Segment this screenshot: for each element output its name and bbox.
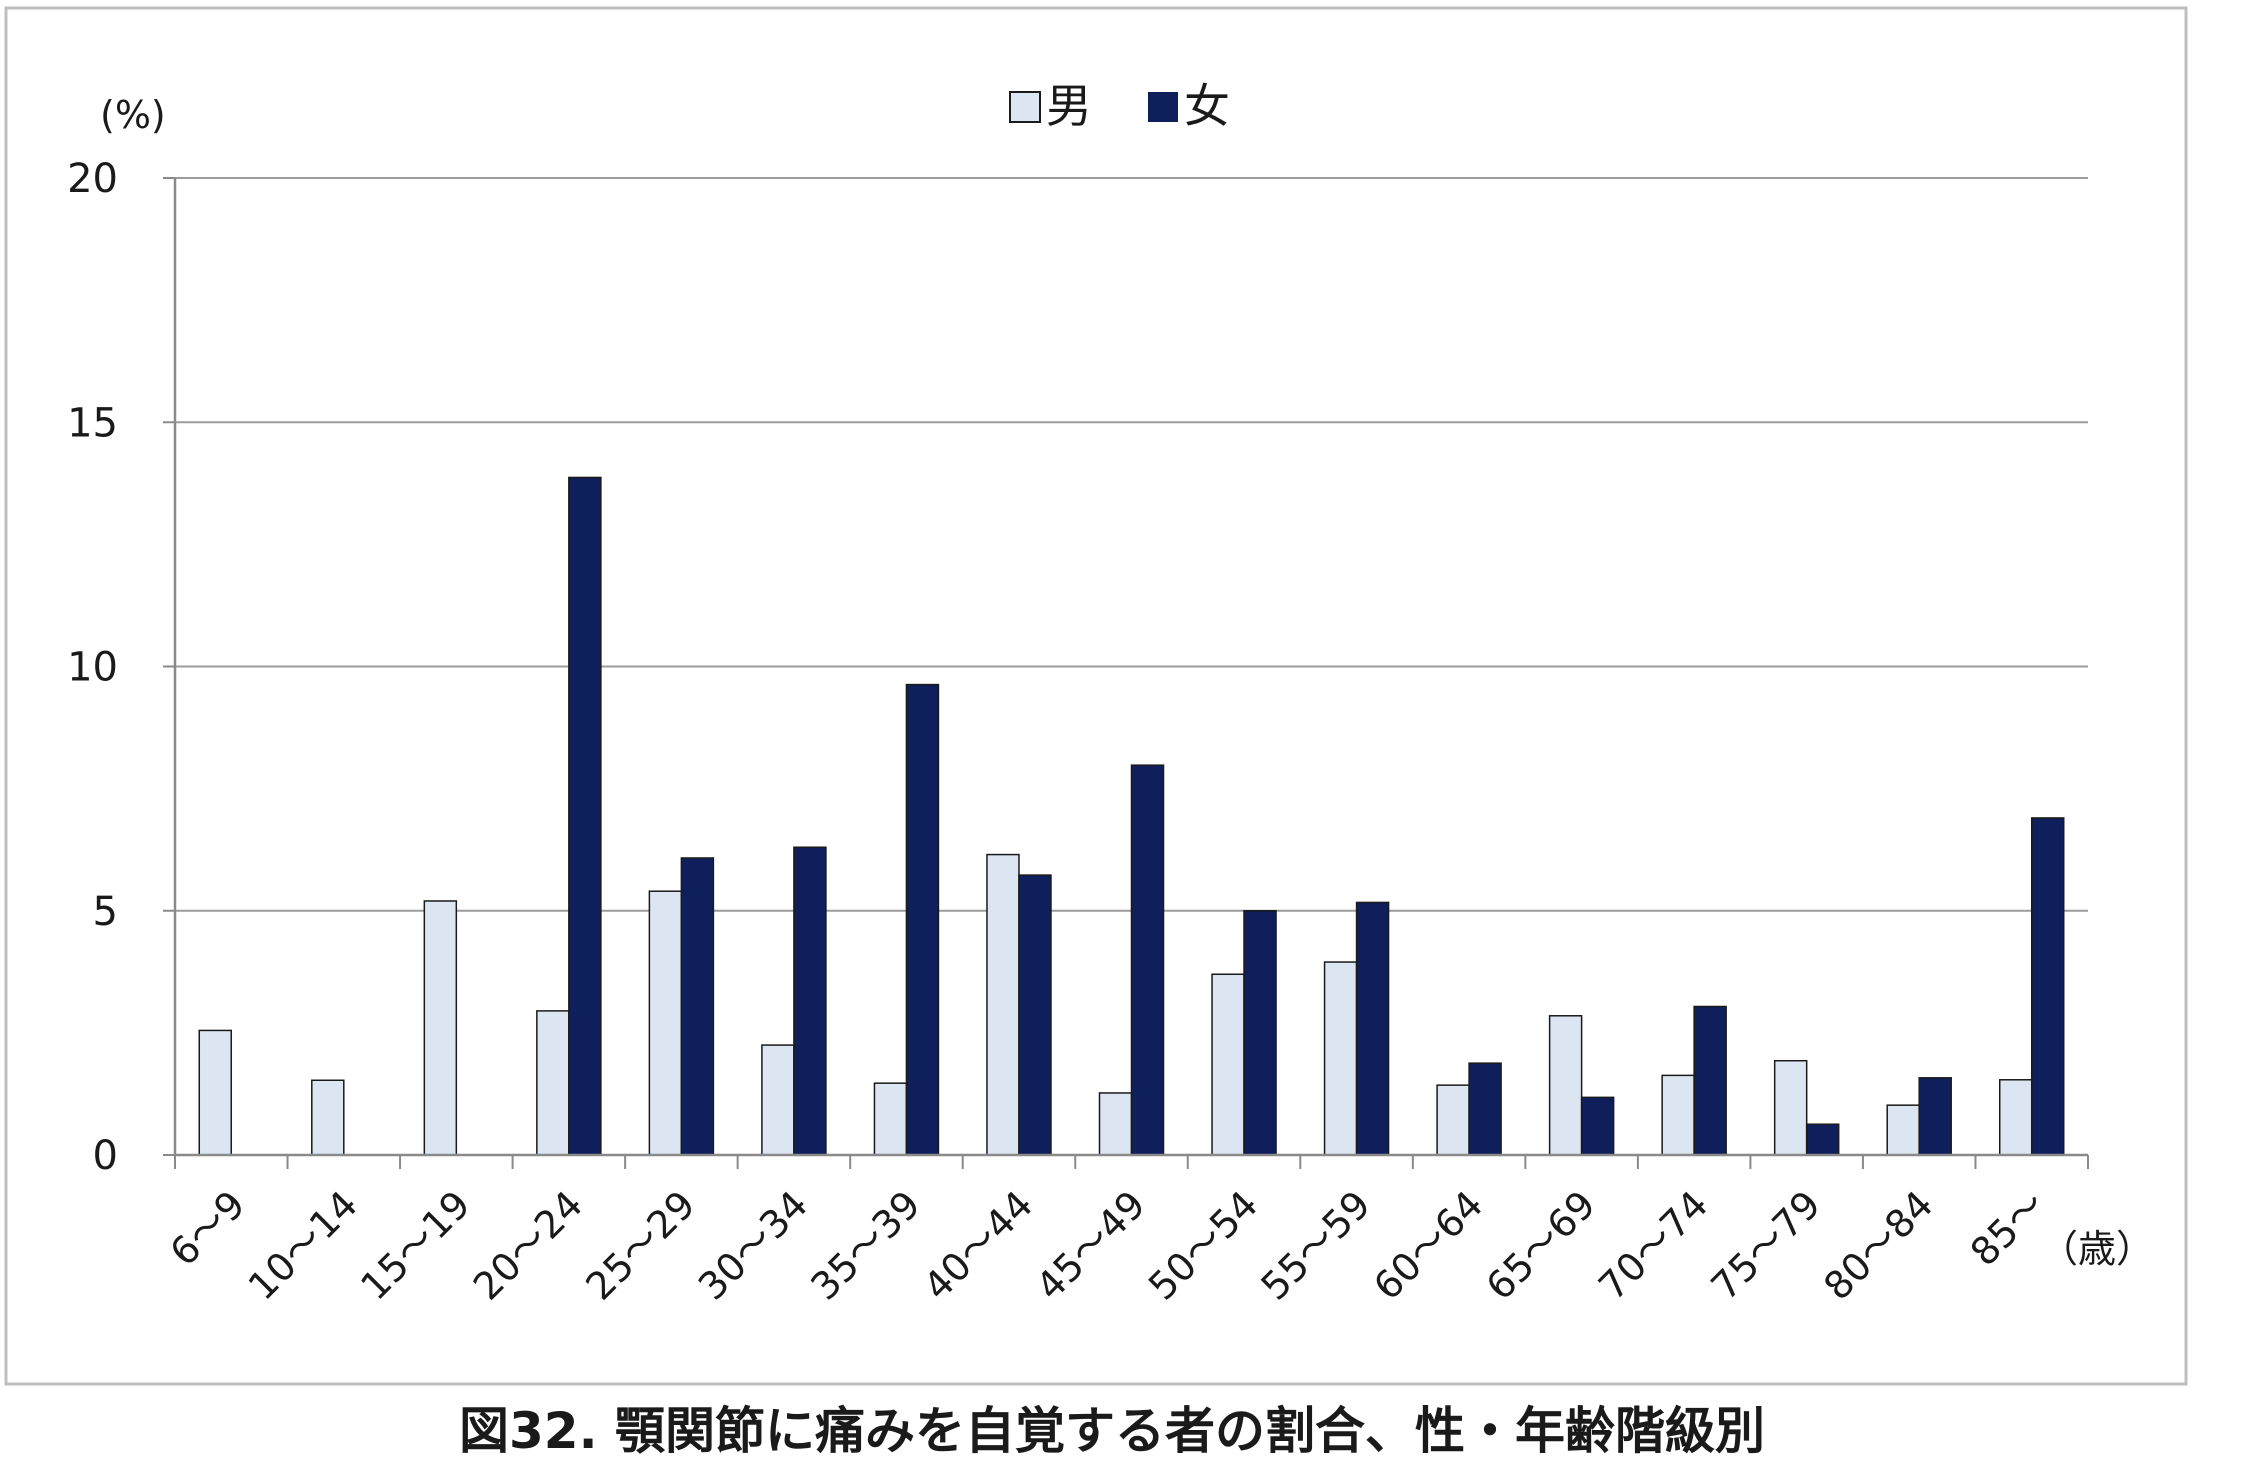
bar-male-11 (1436, 1084, 1470, 1156)
figure-caption: 図32. 顎関節に痛みを自覚する者の割合、性・年齢階級別 (459, 1402, 1765, 1460)
bar-female-5 (793, 846, 827, 1156)
bar-male-12 (1548, 1015, 1583, 1156)
y-tick-labels: 0 5 10 15 20 (67, 156, 118, 1179)
bar-female-12 (1580, 1096, 1615, 1156)
bar-female-7 (1018, 874, 1052, 1156)
y-tick-label: 10 (67, 645, 118, 691)
bar-male-1 (311, 1079, 345, 1156)
bar-female-9 (1243, 910, 1277, 1156)
y-axis-unit-label: (%) (100, 93, 166, 137)
bar-female-11 (1468, 1062, 1502, 1156)
bar-male-8 (1098, 1092, 1133, 1156)
bar-male-2 (423, 900, 458, 1156)
bar-female-10 (1355, 901, 1390, 1156)
bar-female-3 (568, 476, 602, 1156)
bar-female-13 (1693, 1005, 1727, 1156)
bar-male-15 (1886, 1104, 1920, 1156)
bar-male-16 (1998, 1079, 2033, 1156)
bar-female-16 (2030, 817, 2065, 1156)
chart-frame (4, 6, 2188, 1386)
legend-swatch-female (1148, 92, 1178, 122)
x-axis-unit-label: （歳） (2040, 1227, 2154, 1271)
bar-male-9 (1211, 973, 1245, 1156)
bar-male-13 (1661, 1074, 1695, 1156)
legend-label-female: 女 (1184, 79, 1230, 133)
bar-male-5 (761, 1044, 795, 1156)
y-tick-label: 15 (67, 400, 118, 446)
bar-female-8 (1130, 764, 1165, 1156)
y-tick-label: 0 (93, 1133, 118, 1179)
bar-female-6 (905, 683, 940, 1156)
bar-male-4 (648, 890, 683, 1156)
bar-male-7 (986, 853, 1020, 1156)
bar-female-14 (1805, 1123, 1840, 1156)
bar-male-14 (1773, 1059, 1808, 1156)
legend: 男 女 (1009, 79, 1230, 133)
legend-label-male: 男 (1046, 79, 1092, 133)
bar-male-6 (873, 1082, 908, 1156)
bar-male-10 (1323, 961, 1358, 1156)
bar-male-3 (536, 1010, 570, 1156)
axes (173, 178, 2089, 1169)
y-tick-label: 5 (93, 889, 118, 935)
bar-female-4 (680, 857, 715, 1156)
bar-male-0 (198, 1029, 233, 1156)
bar-female-15 (1918, 1077, 1952, 1156)
legend-swatch-male (1009, 91, 1041, 123)
gridlines (163, 177, 2088, 1156)
y-tick-label: 20 (67, 156, 118, 202)
bars (198, 476, 2065, 1156)
